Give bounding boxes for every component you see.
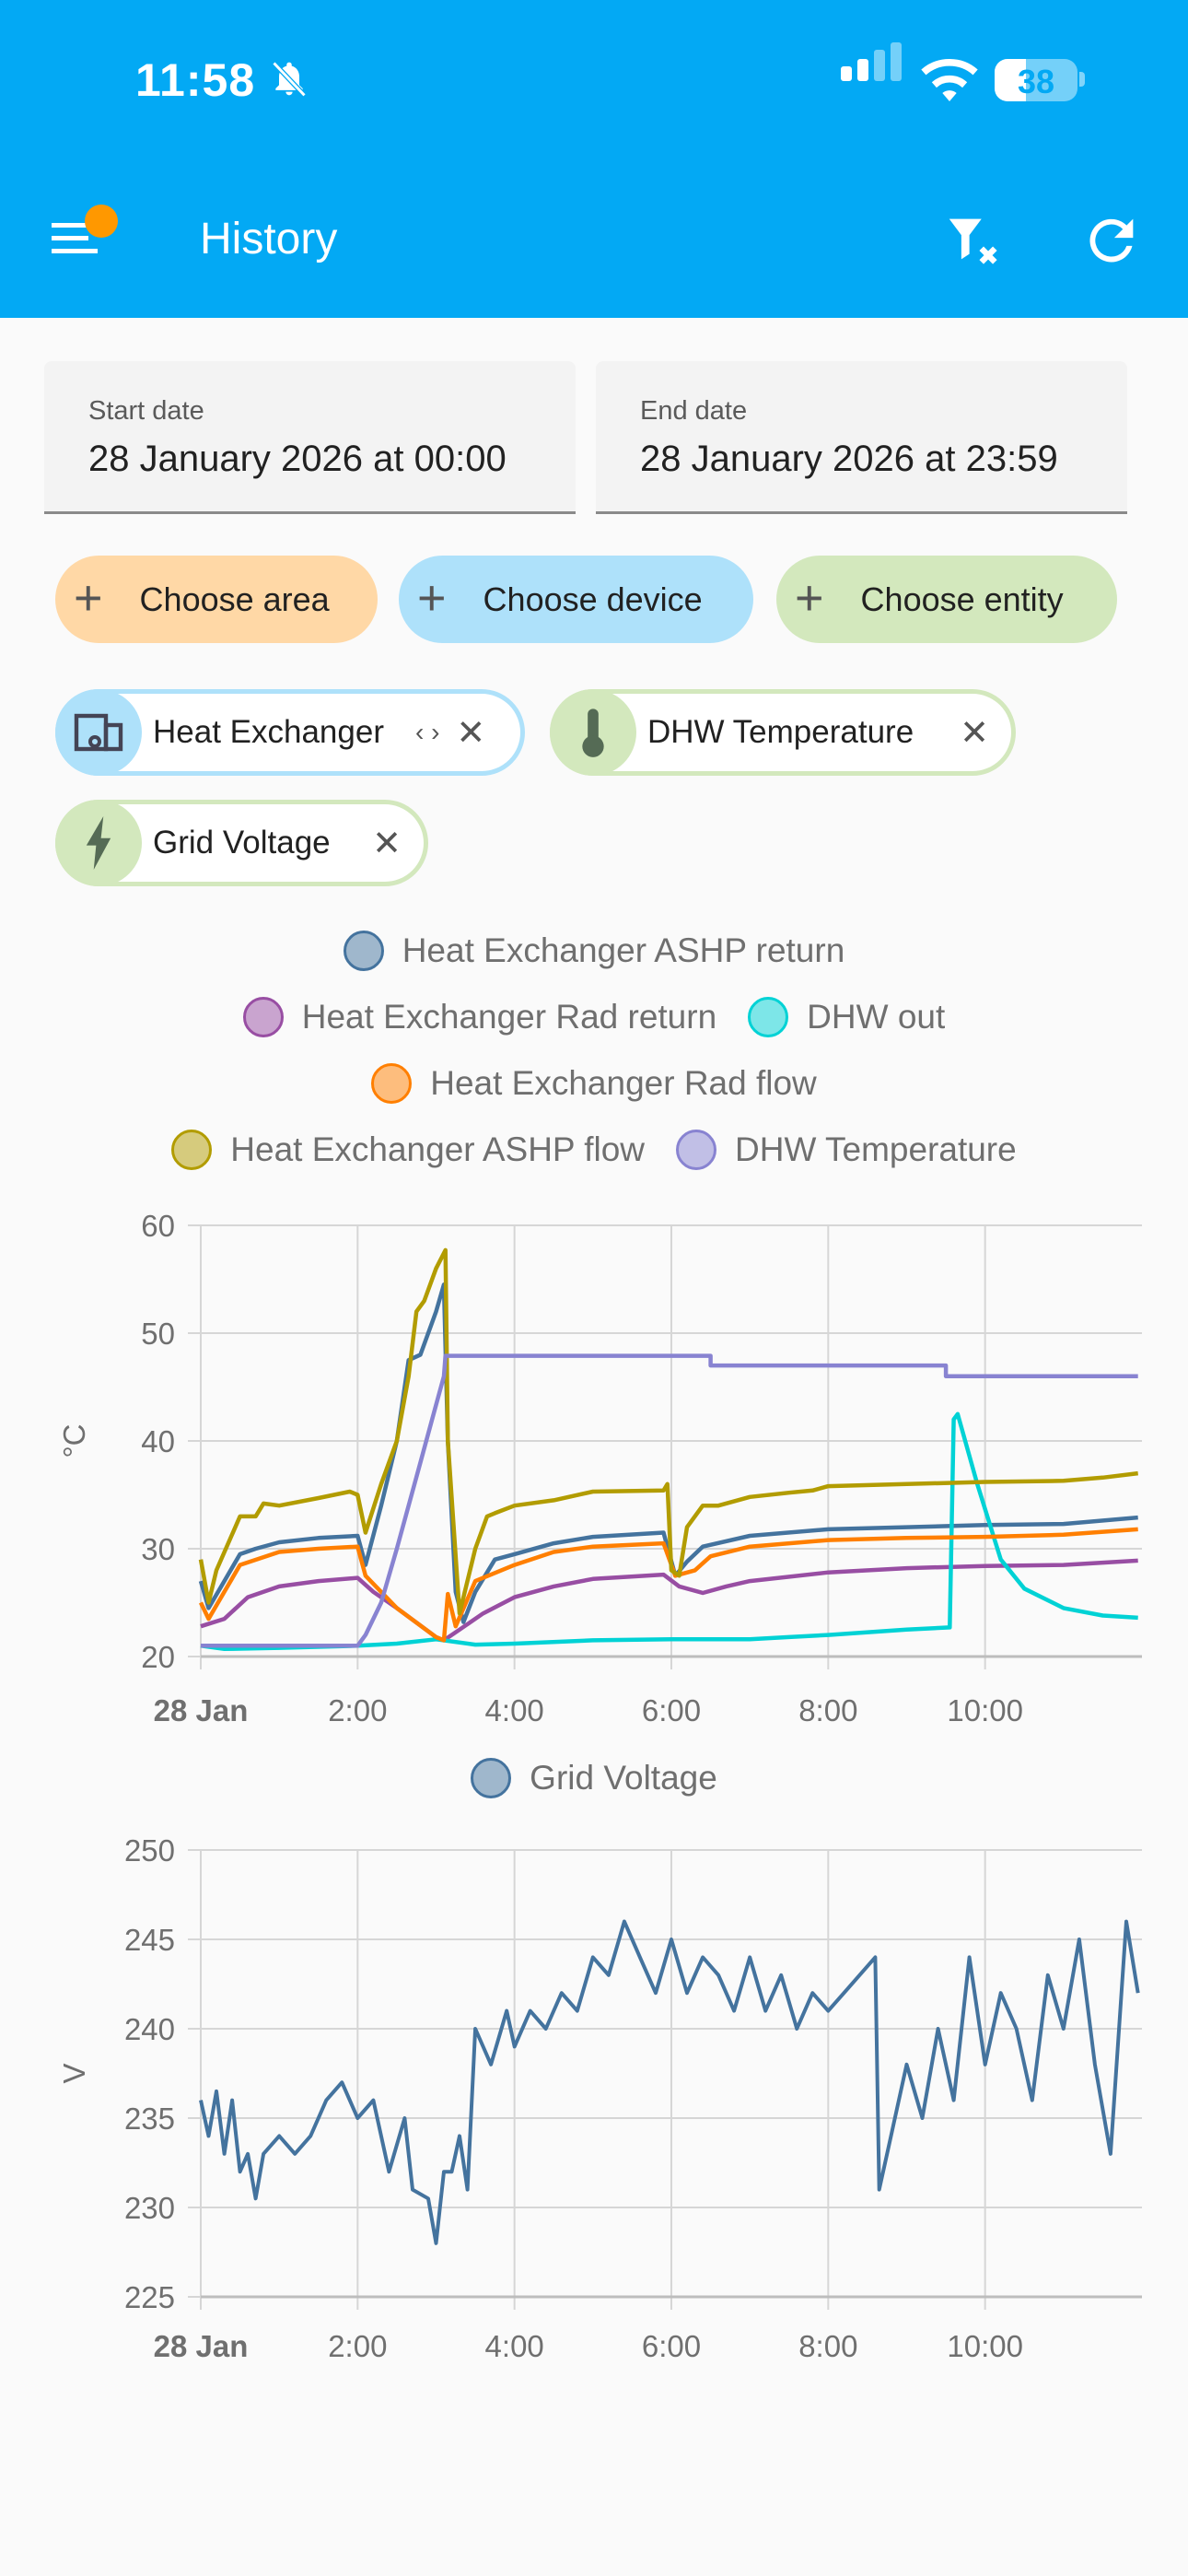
series-line <box>200 1411 1138 1652</box>
voltage-chart: 225 230 235 240 245 250 28 Jan 2:00 4:00 6:00 8:00… <box>57 1833 1142 2363</box>
start-date-value: 28 January 2026 at 00:00 <box>88 439 507 479</box>
y-tick-label: 225 <box>124 2280 175 2314</box>
x-tick-label: 4:00 <box>485 1693 544 1727</box>
choose-device-button[interactable]: + Choose device <box>399 556 753 643</box>
choose-area-button[interactable]: + Choose area <box>55 556 378 643</box>
x-tick-label: 28 Jan <box>154 2329 249 2363</box>
legend-row: Heat Exchanger Rad flow <box>0 1063 1188 1104</box>
lightning-icon <box>55 800 142 886</box>
legend-item[interactable]: Heat Exchanger ASHP flow <box>171 1130 645 1170</box>
series-line <box>199 1919 1140 2245</box>
legend-swatch <box>242 997 284 1037</box>
end-date-value: 28 January 2026 at 23:59 <box>640 439 1058 479</box>
legend-swatch <box>748 997 789 1037</box>
legend-label: Heat Exchanger ASHP return <box>402 931 845 969</box>
legend-swatch <box>471 1758 512 1798</box>
legend-item[interactable]: Heat Exchanger Rad return <box>242 997 717 1037</box>
x-tick-label: 2:00 <box>328 2329 387 2363</box>
legend-item[interactable]: DHW out <box>748 997 945 1037</box>
x-tick-label: 6:00 <box>642 2329 701 2363</box>
legend-item[interactable]: Heat Exchanger ASHP return <box>343 931 845 971</box>
bell-off-icon <box>272 61 307 98</box>
y-axis-label: V <box>57 2063 91 2083</box>
wifi-icon <box>921 59 978 101</box>
thermometer-icon <box>550 689 636 776</box>
legend-row: Heat Exchanger Rad return DHW out <box>0 997 1188 1037</box>
page-title: History <box>200 215 338 263</box>
filter-remove-icon[interactable] <box>941 208 1006 273</box>
plus-icon: + <box>417 569 447 626</box>
y-tick-label: 40 <box>141 1424 175 1458</box>
y-tick-label: 245 <box>124 1923 175 1957</box>
y-tick-label: 60 <box>141 1209 175 1243</box>
legend-row: Heat Exchanger ASHP flow DHW Temperature <box>0 1130 1188 1170</box>
chip-label: Heat Exchanger <box>153 714 384 750</box>
legend-label: DHW out <box>807 998 946 1036</box>
y-tick-label: 230 <box>124 2191 175 2225</box>
choose-area-label: Choose area <box>139 580 330 618</box>
start-date-field[interactable]: Start date 28 January 2026 at 00:00 <box>44 361 576 514</box>
legend-row: Heat Exchanger ASHP return <box>0 931 1188 971</box>
x-tick-label: 4:00 <box>485 2329 544 2363</box>
battery-icon: 38 <box>995 59 1077 101</box>
end-date-label: End date <box>640 396 748 426</box>
series-line <box>198 1282 1138 1624</box>
expand-icon[interactable]: ‹ › <box>414 718 440 746</box>
legend-swatch <box>343 931 384 971</box>
legend-item[interactable]: DHW Temperature <box>676 1130 1017 1170</box>
status-time: 11:58 <box>135 54 256 106</box>
legend-swatch <box>371 1063 413 1104</box>
notification-badge <box>85 205 118 238</box>
chip-label: DHW Temperature <box>647 714 914 750</box>
choose-entity-button[interactable]: + Choose entity <box>776 556 1117 643</box>
choose-entity-label: Choose entity <box>860 580 1064 618</box>
x-tick-label: 2:00 <box>328 1693 387 1727</box>
legend-label: Heat Exchanger Rad return <box>301 998 717 1036</box>
chip-label: Grid Voltage <box>153 825 331 861</box>
x-tick-label: 10:00 <box>947 2329 1023 2363</box>
selected-chip-heat-exchanger[interactable]: Heat Exchanger ‹ › ✕ <box>55 689 525 776</box>
temperature-chart: 20 30 40 50 60 28 Jan 2:00 4:00 6:00 8:00 10:00 °C <box>57 1209 1142 1727</box>
remove-icon[interactable]: ✕ <box>960 713 989 753</box>
remove-icon[interactable]: ✕ <box>456 713 486 753</box>
devices-icon <box>55 689 142 776</box>
y-tick-label: 250 <box>124 1833 175 1868</box>
legend-item[interactable]: Heat Exchanger Rad flow <box>371 1063 817 1104</box>
legend-label: Heat Exchanger Rad flow <box>430 1064 817 1102</box>
legend-label: Heat Exchanger ASHP flow <box>230 1130 646 1168</box>
legend-label: DHW Temperature <box>735 1130 1017 1168</box>
end-date-field[interactable]: End date 28 January 2026 at 23:59 <box>596 361 1127 514</box>
x-tick-label: 28 Jan <box>154 1693 249 1727</box>
legend-row: Grid Voltage <box>0 1758 1188 1798</box>
y-tick-label: 30 <box>141 1532 175 1566</box>
menu-icon[interactable] <box>52 217 98 260</box>
x-tick-label: 10:00 <box>947 1693 1023 1727</box>
x-tick-label: 6:00 <box>642 1693 701 1727</box>
y-tick-label: 235 <box>124 2102 175 2136</box>
series-line <box>201 1353 1138 1648</box>
start-date-label: Start date <box>88 396 204 426</box>
selected-chip-dhw-temperature[interactable]: DHW Temperature ✕ <box>550 689 1016 776</box>
choose-device-label: Choose device <box>483 580 703 618</box>
x-tick-label: 8:00 <box>798 2329 857 2363</box>
legend-swatch <box>676 1130 717 1170</box>
y-tick-label: 240 <box>124 2012 175 2046</box>
series-line <box>198 1247 1138 1616</box>
series-line <box>200 1558 1138 1643</box>
battery-level: 38 <box>1017 63 1055 100</box>
series-line <box>198 1527 1138 1643</box>
legend-label: Grid Voltage <box>530 1759 717 1797</box>
plus-icon: + <box>795 569 824 626</box>
plus-icon: + <box>74 569 103 626</box>
remove-icon[interactable]: ✕ <box>372 824 402 863</box>
legend-item[interactable]: Grid Voltage <box>471 1758 717 1798</box>
y-tick-label: 50 <box>141 1317 175 1351</box>
refresh-icon[interactable] <box>1079 208 1144 273</box>
y-axis-label: °C <box>57 1423 91 1458</box>
legend-swatch <box>171 1130 213 1170</box>
selected-chip-grid-voltage[interactable]: Grid Voltage ✕ <box>55 800 428 886</box>
app-header: 11:58 38 History <box>0 0 1188 318</box>
x-tick-label: 8:00 <box>798 1693 857 1727</box>
y-tick-label: 20 <box>141 1640 175 1674</box>
